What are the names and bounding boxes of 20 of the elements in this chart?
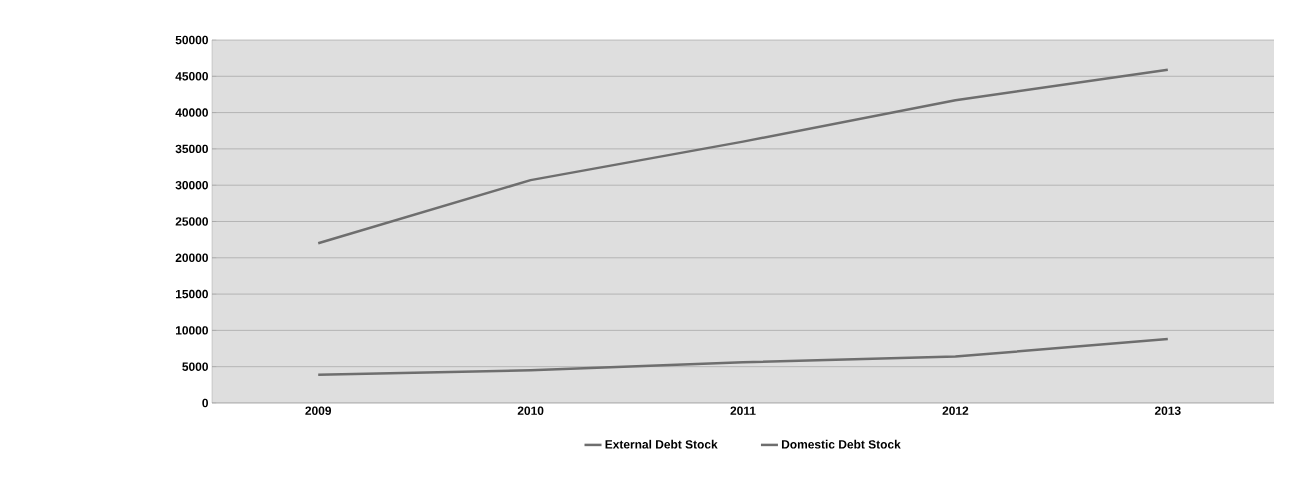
y-tick-label: 5000	[182, 362, 208, 371]
x-tick-label: 2010	[517, 406, 544, 415]
x-tick-label: 2013	[1154, 406, 1181, 415]
y-tick-label: 30000	[175, 180, 208, 190]
y-tick-label: 35000	[175, 144, 208, 154]
y-tick-label: 40000	[175, 108, 208, 117]
line-series	[316, 68, 1170, 245]
x-tick-label: 2011	[730, 406, 756, 415]
y-tick-label: 50000	[175, 35, 208, 45]
x-tick-label: 2009	[305, 406, 332, 415]
legend-label: Domestic Debt Stock	[781, 439, 901, 449]
y-tick-label: 25000	[175, 217, 208, 226]
y-tick-label: 0	[202, 398, 208, 408]
x-tick-label: 2012	[942, 406, 969, 415]
y-tick-label: 15000	[176, 289, 208, 299]
line-series	[316, 337, 1170, 376]
y-tick-label: 20000	[175, 253, 208, 263]
legend-label: External Debt Stock	[605, 439, 718, 449]
y-tick-label: 10000	[176, 326, 208, 335]
y-tick-label: 45000	[175, 72, 208, 81]
